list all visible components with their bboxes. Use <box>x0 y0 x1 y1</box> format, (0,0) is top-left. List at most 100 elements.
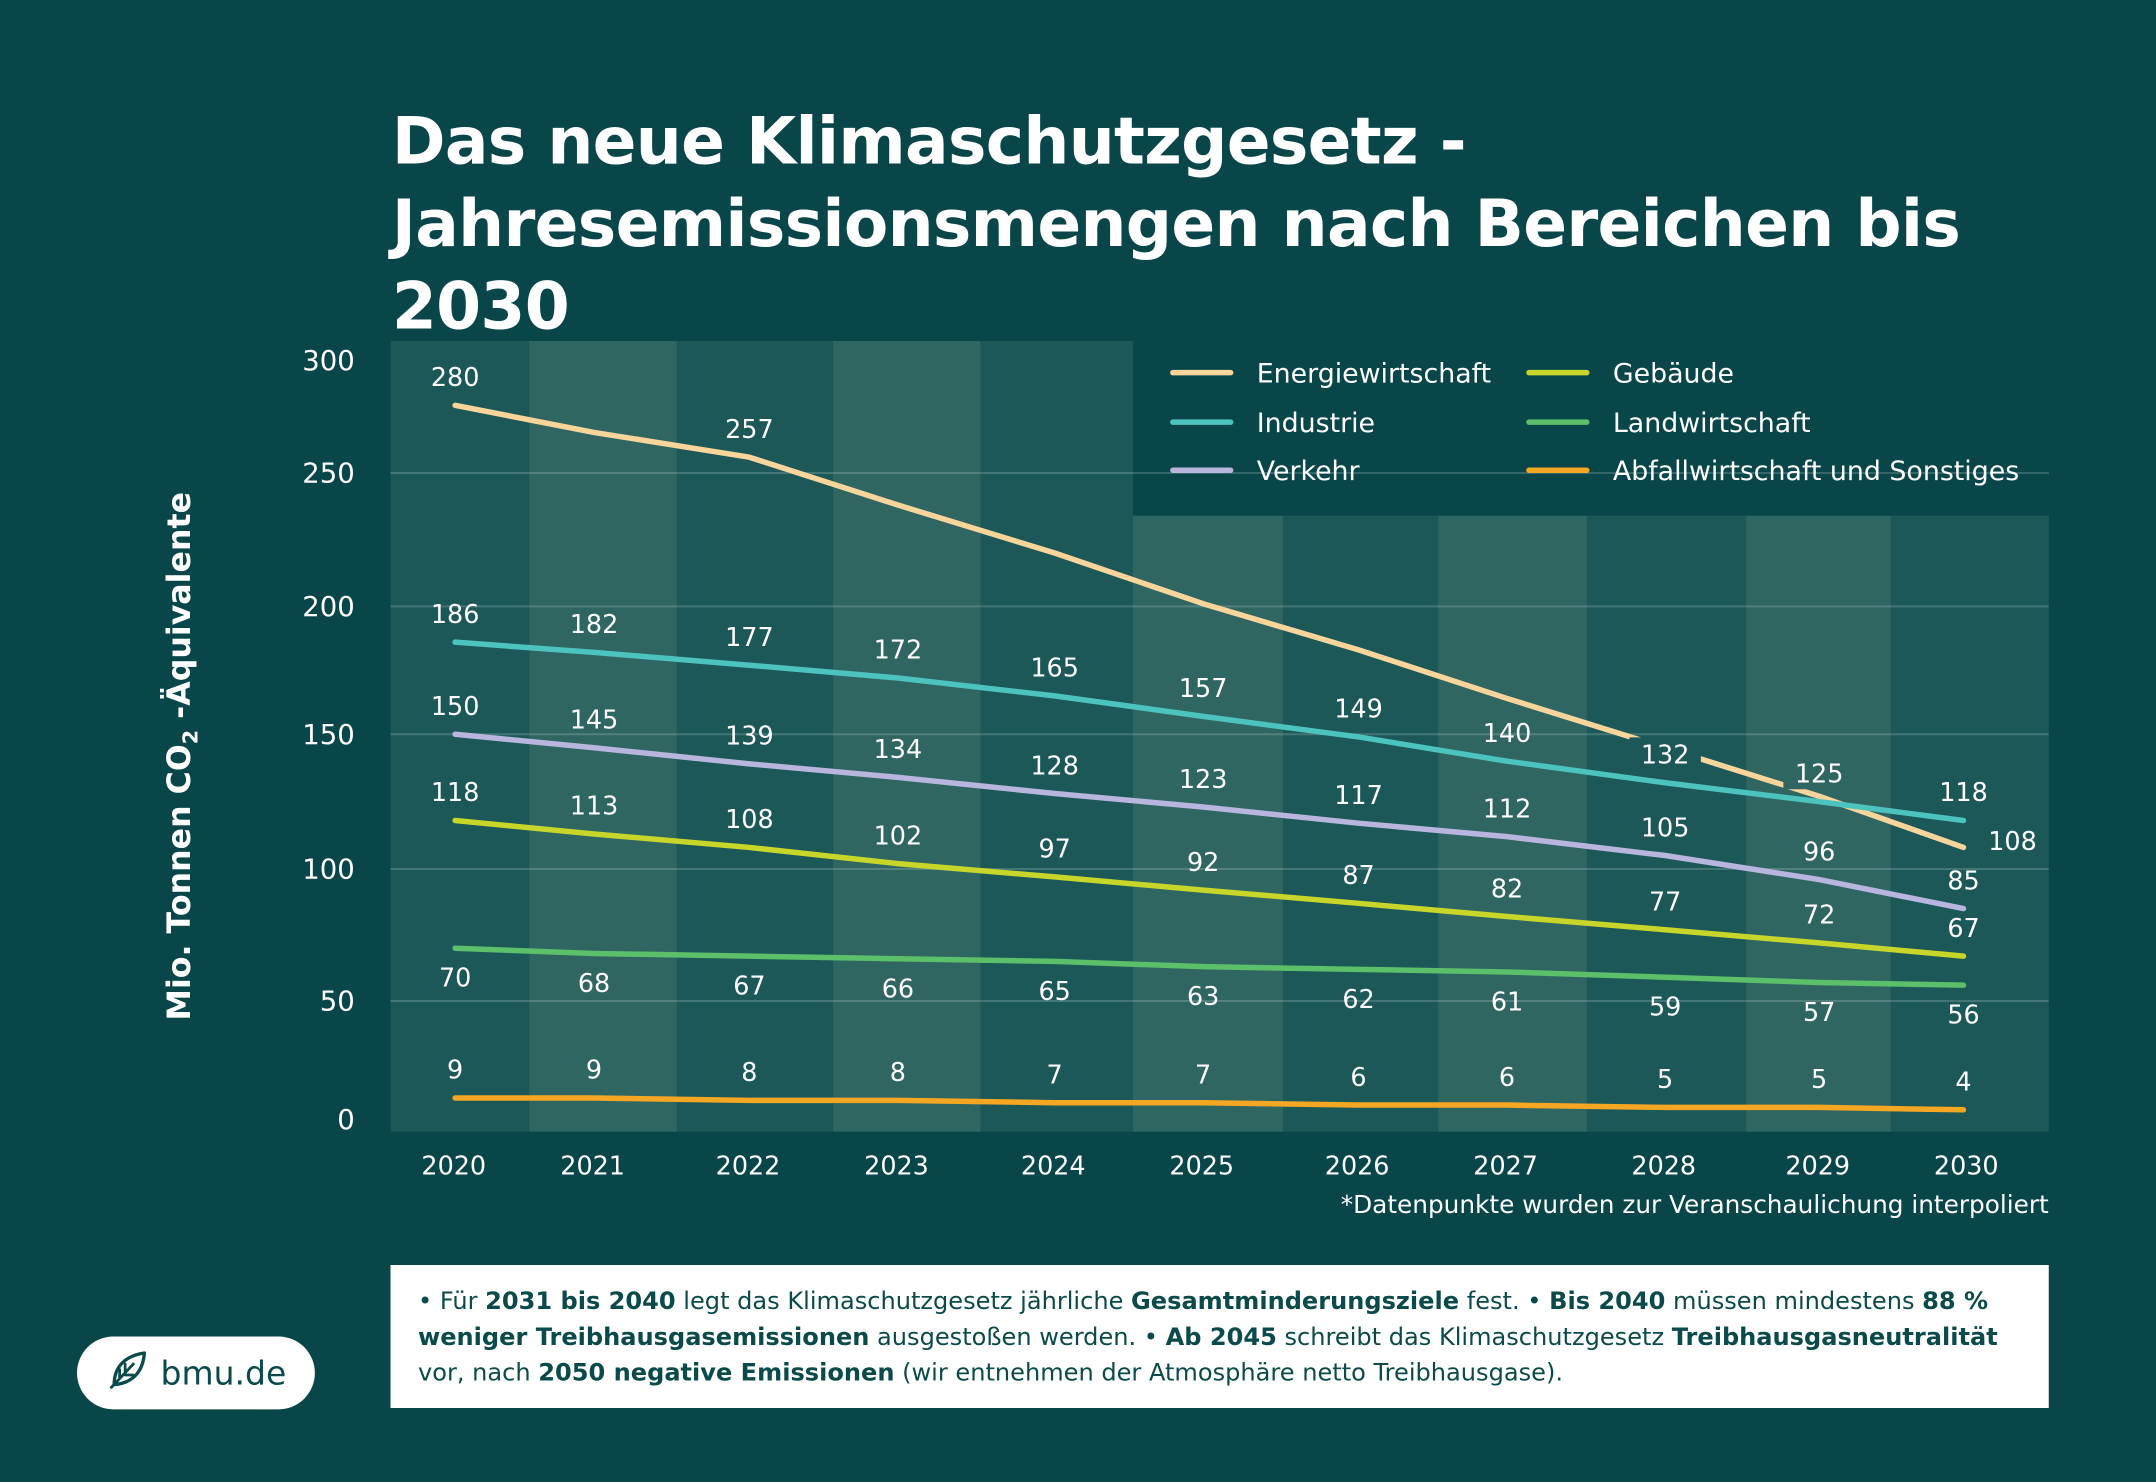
data-label: 63 <box>1187 981 1219 1011</box>
data-label: 68 <box>578 968 610 998</box>
info-text-bold: Gesamtminderungsziele <box>1131 1288 1460 1316</box>
data-label: 177 <box>725 622 774 652</box>
y-tick-label: 200 <box>302 591 355 623</box>
series-line-3 <box>452 817 1967 959</box>
title-line-2: Jahresemissionsmengen nach Bereichen bis… <box>391 187 1961 346</box>
data-label: 139 <box>725 721 774 751</box>
info-text-bold: Ab 2045 <box>1165 1324 1277 1352</box>
column-band <box>529 341 677 1132</box>
data-label: 123 <box>1179 764 1228 794</box>
data-label: 182 <box>570 609 619 639</box>
data-label: 7 <box>1047 1059 1063 1089</box>
x-tick-label: 2028 <box>1631 1150 1696 1180</box>
info-text-bold: 2050 negative Emissionen <box>538 1359 895 1388</box>
data-label-background <box>1629 737 1701 771</box>
series-line-1 <box>452 639 1967 824</box>
page-title: Das neue Klimaschutzgesetz - Jahresemiss… <box>392 102 2156 350</box>
title-line-1: Das neue Klimaschutzgesetz - <box>391 104 1467 181</box>
x-tick-label: 2029 <box>1785 1150 1850 1180</box>
data-label-background <box>1783 756 1855 790</box>
legend-label: Industrie <box>1257 408 1375 439</box>
data-label: 87 <box>1342 860 1374 890</box>
column-band <box>833 341 981 1132</box>
bmu-logo-link[interactable]: bmu.de <box>77 1336 315 1410</box>
x-tick-label: 2020 <box>421 1150 486 1180</box>
info-text-bold: 2031 bis 2040 <box>485 1288 676 1316</box>
y-axis-label: Mio. Tonnen CO2 -Äquivalente <box>163 492 204 1021</box>
info-text: • Für <box>418 1288 486 1316</box>
column-band <box>1438 515 1587 1132</box>
data-label: 9 <box>447 1055 463 1085</box>
data-label: 72 <box>1803 900 1835 930</box>
data-label: 6 <box>1350 1062 1366 1092</box>
x-tick-label: 2021 <box>560 1150 625 1180</box>
x-tick-label: 2024 <box>1021 1150 1086 1180</box>
data-label: 8 <box>890 1057 906 1087</box>
data-label: 5 <box>1657 1064 1673 1094</box>
series-line-0 <box>452 402 1967 851</box>
data-label: 105 <box>1641 812 1690 842</box>
info-text-bold: Bis 2040 <box>1549 1288 1666 1316</box>
y-tick-label: 50 <box>320 986 355 1018</box>
data-label: 128 <box>1030 750 1079 780</box>
data-label: 102 <box>874 820 923 850</box>
data-label: 113 <box>570 791 619 821</box>
data-label: 9 <box>586 1055 602 1085</box>
data-label: 108 <box>725 804 774 834</box>
data-label: 157 <box>1179 673 1228 703</box>
data-label: 96 <box>1803 836 1835 866</box>
data-label: 108 <box>1988 826 2037 856</box>
data-label: 67 <box>1947 913 1979 943</box>
data-label: 5 <box>1811 1064 1827 1094</box>
y-tick-label: 300 <box>302 345 355 377</box>
data-label: 140 <box>1483 718 1532 748</box>
data-label: 82 <box>1491 873 1523 903</box>
logo-text: bmu.de <box>160 1353 287 1393</box>
data-label: 118 <box>431 777 480 807</box>
data-label: 132 <box>1641 740 1690 770</box>
data-label: 7 <box>1195 1059 1211 1089</box>
data-label: 112 <box>1483 793 1532 823</box>
interpolation-note: *Datenpunkte wurden zur Veranschaulichun… <box>1340 1190 2049 1220</box>
info-text: vor, nach <box>418 1359 539 1388</box>
data-label: 85 <box>1947 865 1979 895</box>
data-label: 117 <box>1334 780 1383 810</box>
x-tick-label: 2022 <box>716 1150 781 1180</box>
data-label: 59 <box>1649 992 1681 1022</box>
leaf-icon <box>106 1347 150 1399</box>
info-text: schreibt das Klimaschutzgesetz <box>1276 1324 1672 1352</box>
data-label: 67 <box>733 971 765 1001</box>
legend-label: Energiewirtschaft <box>1257 358 1491 389</box>
info-text-bold: Treibhausgasneutralität <box>1671 1324 1998 1352</box>
info-box: • Für 2031 bis 2040 legt das Klimaschutz… <box>390 1265 2049 1408</box>
y-axis-label-main: Mio. Tonnen CO <box>162 744 199 1021</box>
data-label: 66 <box>882 973 914 1003</box>
x-tick-label: 2026 <box>1325 1150 1390 1180</box>
series-line-4 <box>452 945 1967 988</box>
data-label: 125 <box>1795 758 1844 788</box>
data-label: 186 <box>431 599 480 629</box>
series-line-2 <box>452 731 1967 912</box>
data-label: 61 <box>1491 986 1523 1016</box>
legend-label: Verkehr <box>1257 456 1361 487</box>
info-text: ausgestoßen werden. • <box>869 1324 1166 1352</box>
data-label: 62 <box>1342 984 1374 1014</box>
column-band <box>1746 515 1891 1132</box>
data-label: 4 <box>1955 1067 1971 1097</box>
data-label: 145 <box>570 704 619 734</box>
legend-label: Landwirtschaft <box>1613 408 1811 439</box>
legend-area <box>1133 341 2049 516</box>
data-label: 165 <box>1030 653 1079 683</box>
data-label: 134 <box>874 734 923 764</box>
y-tick-label: 250 <box>302 458 355 490</box>
data-label: 57 <box>1803 997 1835 1027</box>
series-line-5 <box>452 1095 1967 1113</box>
info-text: legt das Klimaschutzgesetz jährliche <box>675 1288 1132 1316</box>
x-tick-label: 2025 <box>1169 1150 1234 1180</box>
legend-label: Abfallwirtschaft und Sonstiges <box>1613 456 2019 487</box>
data-label: 77 <box>1649 886 1681 916</box>
info-text: (wir entnehmen der Atmosphäre netto Trei… <box>894 1359 1563 1388</box>
column-band <box>1133 515 1283 1132</box>
